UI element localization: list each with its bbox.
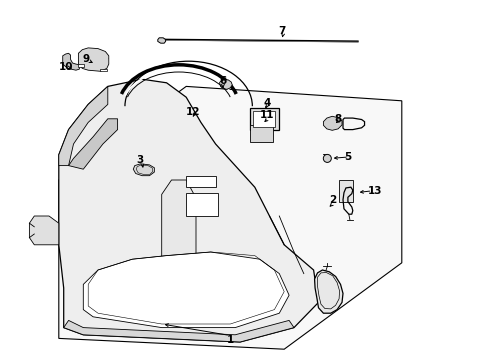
Text: 12: 12 (186, 107, 201, 117)
Polygon shape (100, 69, 107, 71)
Text: 5: 5 (344, 152, 351, 162)
Polygon shape (59, 79, 318, 342)
Polygon shape (78, 48, 109, 71)
Text: 3: 3 (136, 155, 143, 165)
Bar (253, 111, 275, 127)
Circle shape (323, 154, 331, 162)
Polygon shape (323, 116, 342, 130)
Bar (250, 125, 273, 142)
Polygon shape (78, 64, 84, 67)
Polygon shape (339, 180, 353, 202)
Polygon shape (69, 119, 118, 169)
Polygon shape (315, 270, 343, 313)
Polygon shape (63, 53, 79, 70)
Text: 2: 2 (330, 195, 337, 205)
Polygon shape (158, 38, 166, 43)
Text: 4: 4 (263, 98, 271, 108)
Polygon shape (220, 80, 232, 89)
Bar (250, 108, 279, 130)
Text: 7: 7 (278, 26, 286, 36)
Text: 10: 10 (59, 62, 74, 72)
Polygon shape (83, 252, 289, 328)
Text: 13: 13 (368, 186, 382, 196)
Polygon shape (133, 164, 154, 176)
Polygon shape (59, 86, 402, 349)
Text: 9: 9 (82, 54, 89, 64)
Polygon shape (59, 86, 108, 166)
Polygon shape (162, 180, 196, 295)
Text: 11: 11 (260, 110, 274, 120)
Text: 8: 8 (335, 114, 342, 124)
Bar (186, 176, 216, 187)
Text: 1: 1 (227, 335, 234, 345)
Bar (186, 193, 218, 216)
Polygon shape (64, 320, 294, 342)
Polygon shape (29, 216, 59, 245)
Text: 6: 6 (220, 76, 226, 86)
